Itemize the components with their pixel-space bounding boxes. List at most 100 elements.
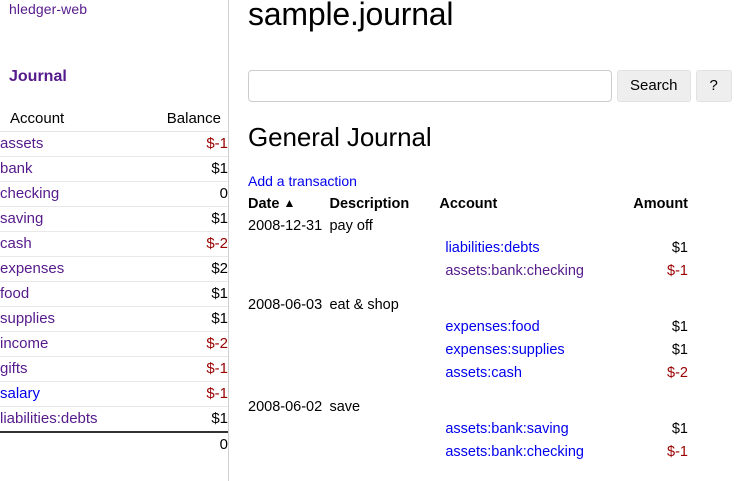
posting-date-blank	[230, 418, 329, 441]
accounts-header-row: Account Balance	[0, 107, 228, 132]
transaction-date: 2008-06-03	[248, 297, 323, 313]
posting-amount-cell: $1	[671, 342, 688, 358]
account-balance-cell: $-1	[140, 356, 228, 382]
account-link[interactable]: bank	[0, 160, 33, 177]
posting-description-blank	[329, 418, 439, 441]
account-total-row: 0	[0, 431, 228, 457]
posting-date-blank	[230, 339, 329, 362]
account-name-cell: cash	[0, 231, 141, 257]
posting-account-cell: assets:cash	[439, 362, 617, 385]
accounts-table-body: assets $-1 bank $1 checking 0 saving $1 cash $-2 e…	[0, 131, 228, 457]
add-transaction-link[interactable]: Add a transaction	[248, 173, 357, 189]
account-link[interactable]: saving	[0, 210, 44, 227]
posting-amount-cell: $1	[671, 421, 688, 437]
account-link[interactable]: gifts	[0, 360, 28, 377]
account-link[interactable]: assets	[0, 135, 44, 152]
total-label-cell	[0, 431, 141, 457]
account-link[interactable]: supplies	[0, 310, 56, 327]
account-link[interactable]: cash	[0, 235, 32, 252]
account-row: cash $-2	[0, 231, 228, 257]
search-input[interactable]	[248, 70, 612, 102]
posting-date-blank	[230, 260, 329, 283]
account-balance-cell: $2	[140, 256, 228, 282]
transaction-spacer	[230, 283, 742, 294]
transaction-date: 2008-12-31	[248, 218, 323, 234]
sidebar-heading-journal[interactable]: Journal	[9, 68, 67, 85]
posting-row: liabilities:debts $1	[230, 237, 742, 260]
account-balance-cell: $-2	[140, 331, 228, 357]
account-link[interactable]: expenses	[0, 260, 65, 277]
sidebar: hledger-web Journal Account Balance asse…	[0, 0, 229, 481]
help-button[interactable]: ?	[695, 70, 732, 102]
account-balance-cell: $1	[140, 306, 228, 332]
posting-description-blank	[329, 316, 439, 339]
posting-account-cell: expenses:supplies	[439, 339, 617, 362]
column-header-description: Description	[329, 196, 410, 212]
total-balance-cell: 0	[140, 431, 228, 457]
posting-account-link[interactable]: assets:bank:checking	[445, 444, 584, 460]
account-link[interactable]: income	[0, 335, 49, 352]
spacer-cell	[230, 385, 742, 396]
posting-account-cell: expenses:food	[439, 316, 617, 339]
account-link[interactable]: food	[0, 285, 30, 302]
account-row: gifts $-1	[0, 356, 228, 382]
transaction-account-placeholder	[439, 396, 617, 418]
posting-row: assets:cash $-2	[230, 362, 742, 385]
posting-account-link[interactable]: assets:cash	[445, 365, 522, 381]
transaction-header-row: 2008-06-02 save	[230, 396, 742, 418]
posting-account-link[interactable]: expenses:supplies	[445, 342, 565, 358]
account-row: expenses $2	[0, 256, 228, 282]
accounts-balance-table: Account Balance assets $-1 bank $1 checking 0…	[0, 107, 228, 457]
account-row: checking 0	[0, 181, 228, 207]
posting-row: assets:bank:saving $1	[230, 418, 742, 441]
main-content: sample.journal Search ? General Journal …	[230, 0, 742, 481]
account-name-cell: saving	[0, 206, 141, 232]
account-row: bank $1	[0, 156, 228, 182]
account-row: liabilities:debts $1	[0, 406, 228, 433]
account-balance-cell: $-1	[140, 131, 228, 157]
section-title: General Journal	[248, 122, 432, 152]
posting-account-link[interactable]: assets:bank:checking	[445, 263, 584, 279]
account-row: food $1	[0, 281, 228, 307]
account-name-cell: salary	[0, 381, 141, 407]
posting-account-link[interactable]: assets:bank:saving	[445, 421, 569, 437]
posting-description-blank	[329, 237, 439, 260]
posting-account-cell: liabilities:debts	[439, 237, 617, 260]
account-balance-cell: $-1	[140, 381, 228, 407]
transaction-description: save	[329, 399, 361, 415]
account-name-cell: bank	[0, 156, 141, 182]
posting-account-link[interactable]: liabilities:debts	[445, 240, 540, 256]
account-balance-cell: $1	[140, 281, 228, 307]
account-name-cell: supplies	[0, 306, 141, 332]
account-row: saving $1	[0, 206, 228, 232]
posting-amount-cell: $-2	[667, 365, 688, 381]
brand-link[interactable]: hledger-web	[9, 1, 88, 17]
account-balance-cell: $-2	[140, 231, 228, 257]
posting-amount-cell: $-1	[667, 444, 688, 460]
posting-description-blank	[329, 339, 439, 362]
posting-row: expenses:supplies $1	[230, 339, 742, 362]
accounts-table-head: Account Balance	[0, 107, 228, 132]
search-bar: Search ?	[248, 70, 732, 102]
account-link[interactable]: salary	[0, 385, 41, 402]
account-link[interactable]: liabilities:debts	[0, 410, 98, 427]
transaction-amount-placeholder	[618, 396, 742, 418]
posting-date-blank	[230, 441, 329, 464]
posting-date-blank	[230, 316, 329, 339]
column-header-date[interactable]: Date ▲	[230, 193, 329, 215]
posting-account-link[interactable]: expenses:food	[445, 319, 540, 335]
search-button[interactable]: Search	[617, 70, 691, 102]
column-header-account: Account	[0, 107, 141, 132]
journal-header-row: Date ▲ Description Account Amount	[230, 193, 742, 215]
column-header-date-label: Date	[248, 196, 280, 212]
posting-date-blank	[230, 362, 329, 385]
posting-row: assets:bank:checking $-1	[230, 441, 742, 464]
account-link[interactable]: checking	[0, 185, 60, 202]
transaction-account-placeholder	[439, 215, 617, 237]
transaction-description: eat & shop	[329, 297, 399, 313]
sort-ascending-icon: ▲	[283, 196, 296, 210]
account-name-cell: income	[0, 331, 141, 357]
posting-description-blank	[329, 260, 439, 283]
posting-row: assets:bank:checking $-1	[230, 260, 742, 283]
account-name-cell: liabilities:debts	[0, 406, 141, 433]
